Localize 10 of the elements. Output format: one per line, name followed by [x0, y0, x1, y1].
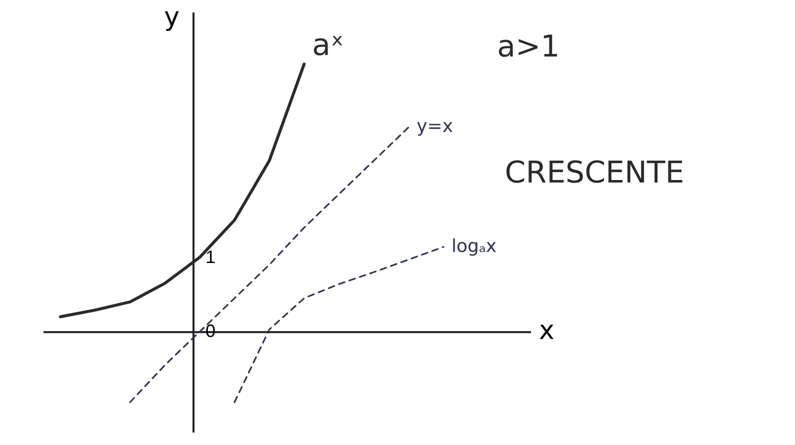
series-label: logₐx [451, 236, 497, 257]
y-tick-label: 1 [206, 246, 216, 267]
series-label: aˣ [312, 28, 344, 64]
annotation: CRESCENTE [504, 155, 684, 190]
y-axis-title: y [164, 2, 180, 32]
line-series [234, 246, 444, 404]
series-label: y=x [416, 116, 454, 138]
annotation: a>1 [497, 29, 560, 64]
x-axis-title: x [539, 316, 554, 346]
line-series [129, 126, 410, 404]
